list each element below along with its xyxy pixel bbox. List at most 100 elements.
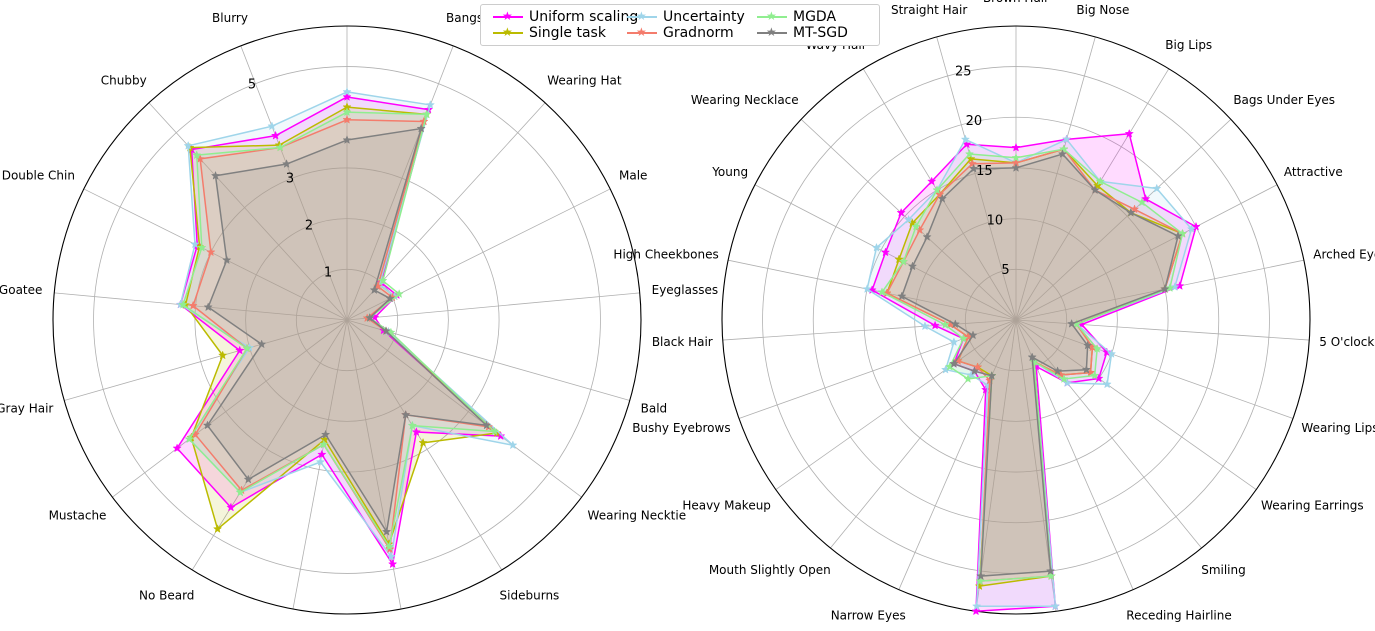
data-point-uncertainty: [267, 121, 277, 131]
category-label: No Beard: [139, 588, 194, 602]
data-point-uncertainty: [386, 551, 396, 561]
data-point-uncertainty: [342, 87, 352, 96]
data-point-uniform-scaling: [880, 247, 891, 257]
category-label: Black Hair: [652, 335, 713, 349]
data-point-mt-sgd: [968, 330, 978, 340]
spoke-line: [148, 102, 348, 321]
spoke-line: [346, 45, 454, 321]
category-label: Attractive: [1284, 165, 1343, 179]
data-point-mgda: [378, 275, 388, 285]
data-point-mgda: [197, 242, 207, 252]
data-point-mgda: [275, 142, 285, 152]
data-point-mgda: [1059, 374, 1069, 383]
category-label: Mouth Slightly Open: [709, 563, 831, 577]
series-area-uncertainty: [867, 139, 1192, 607]
category-label: Arched Eyebrows: [1313, 247, 1375, 261]
series-area-gradnorm: [193, 119, 489, 550]
radial-tick-label: 3: [286, 172, 294, 187]
data-point-mgda: [911, 221, 921, 231]
data-point-mt-sgd: [987, 370, 997, 380]
data-point-mt-sgd: [385, 293, 395, 303]
star-marker-icon: ★: [766, 25, 777, 39]
data-point-uniform-scaling: [226, 502, 236, 512]
data-point-uncertainty: [1062, 378, 1072, 387]
data-point-single-task: [218, 350, 228, 360]
star-marker-icon: ★: [502, 25, 513, 39]
category-label: Heavy Makeup: [682, 499, 771, 513]
data-point-mgda: [1090, 370, 1100, 380]
data-point-mt-sgd: [342, 135, 352, 145]
series-area-gradnorm: [886, 149, 1183, 582]
series-line-uncertainty: [866, 138, 1193, 607]
data-point-uncertainty: [315, 457, 326, 466]
spoke-line: [1015, 319, 1257, 490]
data-point-uncertainty: [862, 284, 872, 294]
data-point-mt-sgd: [416, 123, 426, 133]
series-area-uniform-scaling: [177, 96, 501, 565]
legend-swatch: [757, 16, 787, 18]
data-point-uniform-scaling: [1141, 194, 1151, 203]
series-area-mt-sgd: [207, 128, 487, 532]
spoke-line: [346, 319, 402, 610]
data-point-gradnorm: [342, 114, 352, 124]
data-point-uniform-scaling: [387, 559, 398, 569]
spoke-line: [898, 319, 1017, 590]
outer-frame: [721, 25, 1311, 615]
data-point-uniform-scaling: [1011, 142, 1021, 152]
category-label: Blurry: [212, 11, 248, 25]
data-point-mt-sgd: [203, 302, 213, 312]
spoke-line: [112, 319, 348, 498]
data-point-uncertainty: [871, 242, 882, 252]
category-label: Eyeglasses: [652, 283, 719, 297]
data-point-mgda: [898, 256, 909, 266]
series-line-mgda: [182, 111, 496, 548]
spoke-line: [1015, 68, 1170, 321]
data-point-mt-sgd: [1173, 231, 1183, 241]
data-point-mt-sgd: [481, 420, 492, 430]
data-point-mt-sgd: [202, 420, 213, 430]
data-point-gradnorm: [934, 189, 945, 199]
data-point-uncertainty: [1170, 282, 1180, 291]
data-point-uncertainty: [960, 134, 971, 144]
data-point-gradnorm: [373, 281, 383, 291]
category-label: 5 O'clock Shadow: [1319, 335, 1375, 349]
data-point-mt-sgd: [1126, 207, 1136, 217]
radial-tick-label: 25: [955, 65, 972, 80]
data-point-mt-sgd: [937, 193, 947, 203]
spoke-line: [346, 292, 640, 321]
data-point-uniform-scaling: [317, 449, 327, 459]
data-point-gradnorm: [967, 158, 977, 168]
data-point-gradnorm: [1129, 204, 1140, 214]
data-point-mgda: [384, 541, 395, 551]
spoke-line: [1015, 184, 1278, 321]
data-point-mt-sgd: [1082, 340, 1093, 350]
data-point-uncertainty: [903, 214, 914, 224]
category-label: Wearing Necktie: [588, 508, 687, 522]
legend-label: MGDA: [793, 9, 837, 25]
series-area-mgda: [182, 112, 495, 547]
data-point-uniform-scaling: [235, 345, 245, 355]
data-point-uniform-scaling: [930, 320, 940, 330]
data-point-uncertainty: [971, 601, 982, 611]
data-point-uniform-scaling: [342, 92, 352, 101]
category-label: Smiling: [1201, 563, 1246, 577]
spoke-line: [346, 319, 582, 498]
data-point-single-task: [894, 254, 904, 264]
data-point-uniform-scaling: [927, 176, 937, 186]
category-label: Straight Hair: [891, 3, 967, 17]
star-marker-icon: ★: [766, 9, 777, 23]
category-label: Receding Hairline: [1126, 608, 1231, 622]
data-point-mgda: [489, 426, 500, 436]
data-point-mt-sgd: [365, 313, 375, 322]
legend-label: Uniform scaling: [529, 9, 639, 25]
data-point-uncertainty: [1152, 183, 1162, 193]
data-point-mt-sgd: [257, 339, 267, 349]
data-point-mt-sgd: [1090, 185, 1100, 195]
data-point-mgda: [963, 374, 973, 383]
data-point-mgda: [342, 107, 352, 117]
legend-swatch: [627, 16, 657, 18]
spoke-line: [83, 188, 348, 321]
radar-chart-1: 1 2 3 5 Blond Hair Bangs Wearing Hat Male Eyegla…: [0, 0, 719, 615]
series-line-mgda: [881, 148, 1184, 582]
